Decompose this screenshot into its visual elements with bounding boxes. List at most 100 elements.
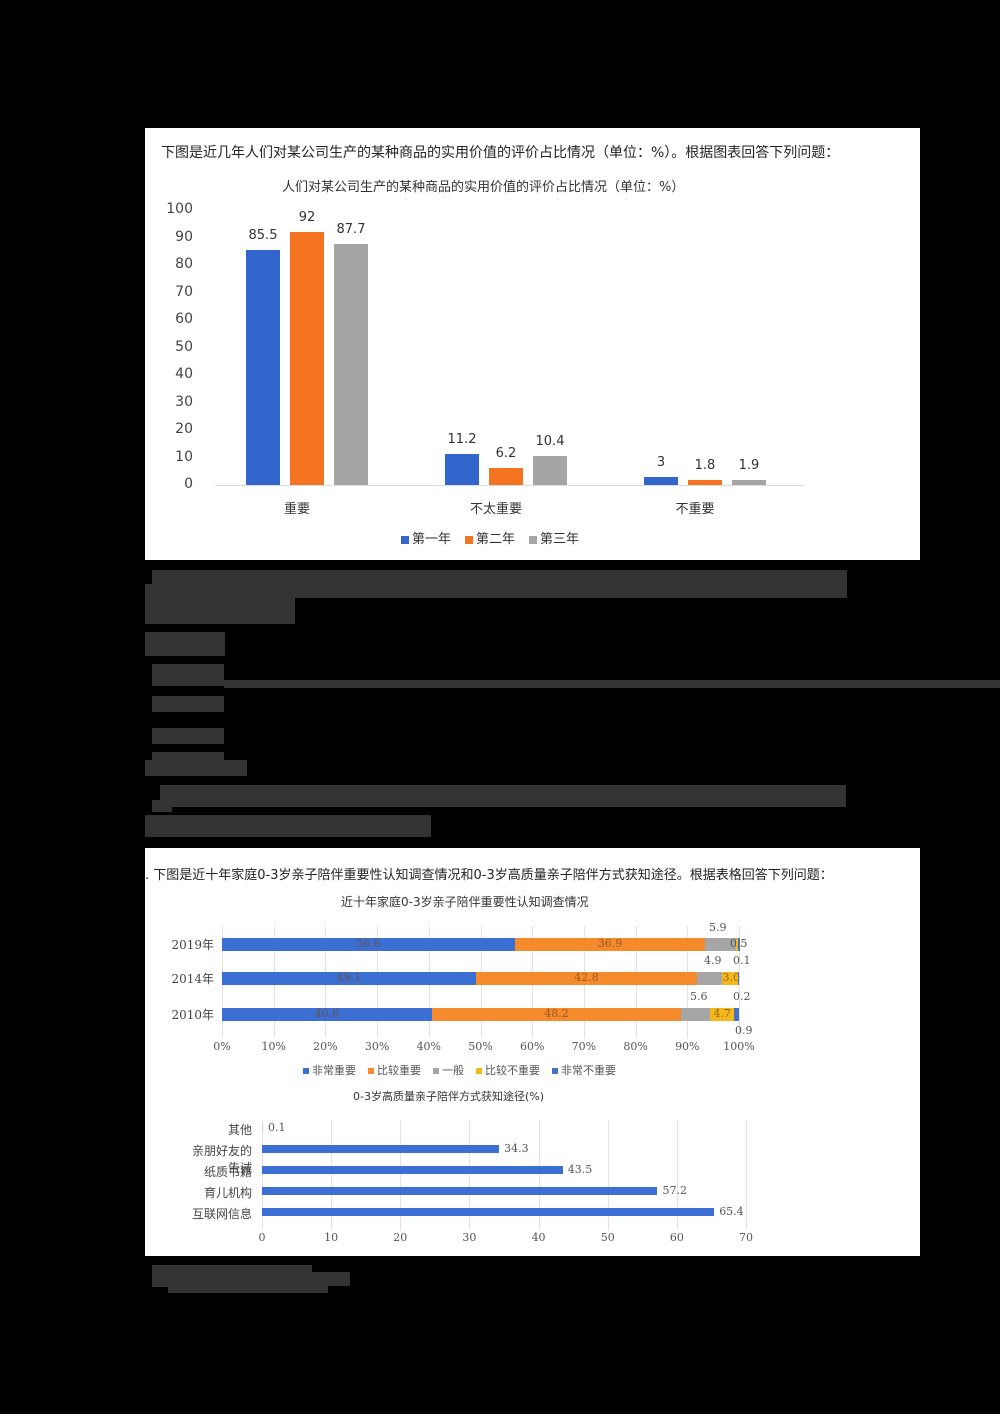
grid-line [538,1120,540,1230]
x-axis-line [215,485,805,486]
bar-value-label: 57.2 [662,1184,687,1197]
x-tick-label: 100% [723,1040,755,1053]
stacked-segment [431,1008,682,1021]
bar-value-label: 6.2 [495,445,517,461]
legend-item: 非常不重要 [552,1062,616,1078]
x-tick-label: 80% [623,1040,648,1053]
bar-3 [334,243,368,485]
y-category-label: 纸质书籍 [203,1165,252,1179]
bar-value-label: 1.8 [694,458,716,474]
bar-value-label: 3 [656,454,666,470]
bar-2 [489,467,523,485]
x-category-label: 不重要 [675,502,715,517]
x-category-label: 不太重要 [469,502,522,517]
legend-item-year2: 第二年 [465,528,515,547]
stacked-segment [737,972,740,985]
segment-value-label: 3.0 [722,971,740,984]
segment-value-label: 4.7 [713,1007,731,1020]
y-tick-label: 0 [184,476,193,492]
segment-value-label: 48.2 [544,1007,569,1020]
y-tick-label: 70 [175,283,193,300]
stacked-segment [222,1008,432,1021]
legend-item-year1: 第一年 [401,528,451,547]
y-tick-label: 10 [175,448,193,465]
x-tick-label: 60 [669,1231,684,1244]
bar-value-label: 34.3 [504,1142,529,1155]
bar-1 [644,476,678,485]
legend-item: 比较重要 [368,1062,421,1078]
bar-2 [290,232,324,485]
y-tick-label: 60 [175,311,193,327]
x-tick-label: 30 [462,1231,477,1244]
question1-prompt: 下图是近几年人们对某公司生产的某种商品的实用价值的评价占比情况（单位：%）。根据… [161,145,840,161]
chart1-legend: 第一年 第二年 第三年 [401,528,579,547]
stacked-chart-title: 近十年家庭0-3岁亲子陪伴重要性认知调查情况 [341,895,589,909]
legend-swatch [368,1068,374,1074]
bar-value-label: 92 [298,210,316,225]
x-tick-label: 40 [531,1231,546,1244]
x-tick-label: 30% [364,1040,390,1053]
bar-value-label: 11.2 [447,432,477,448]
stacked-segment [697,972,723,985]
stacked-segment [705,938,736,951]
channel-bar [262,1187,658,1195]
legend-swatch [433,1068,439,1074]
segment-value-label: 49.1 [336,971,362,984]
y-tick-label: 50 [175,338,193,355]
stacked-segment [222,972,476,985]
x-tick-label: 60% [519,1040,545,1053]
x-tick-label: 10 [324,1231,339,1244]
stacked-segment [681,1008,711,1021]
bar-3 [732,479,766,485]
label-2014-general: 4.9 [704,954,722,967]
legend-item-year3: 第三年 [529,528,579,547]
stacked-segment [722,972,738,985]
stacked-segment [475,972,698,985]
grid-line [746,1120,747,1230]
grid-line [262,1120,263,1230]
label-2019-very-unimportant: 0.1 [733,954,751,967]
x-tick-label: 0 [258,1231,266,1244]
legend-swatch [401,535,409,544]
stacked-segment [514,938,706,951]
bar-1 [445,454,479,485]
channel-chart-title: 0-3岁高质量亲子陪伴方式获知途径(%) [353,1090,545,1103]
channel-bar [262,1166,563,1174]
y-tick-label: 20 [175,421,193,437]
stacked-segment [734,1008,739,1021]
legend-item: 比较不重要 [476,1062,540,1078]
grid-line [469,1120,471,1230]
legend-swatch [552,1068,558,1074]
bar-3 [533,456,567,485]
x-tick-label: 50% [468,1040,493,1053]
grid-line [676,1120,678,1230]
x-tick-label: 20 [393,1231,408,1244]
x-tick-label: 10% [261,1040,286,1053]
stacked-segment [738,938,740,951]
x-tick-label: 70% [571,1040,597,1053]
segment-value-label: 56.6 [356,937,381,950]
x-tick-label: 20% [313,1040,338,1053]
bar-value-label: 87.7 [336,221,366,237]
segment-value-label: 40.6 [314,1007,340,1020]
chart1-title: 人们对某公司生产的某种商品的实用价值的评价占比情况（单位：%） [282,180,685,195]
label-2010-general: 5.6 [690,990,708,1003]
stacked-segment [710,1008,735,1021]
grid-line [607,1120,609,1230]
y-category-label: 其他 [227,1123,252,1137]
bar-value-label: 0.1 [268,1121,286,1134]
grid-line [739,926,740,1038]
y-category-label: 亲朋好友的告诫 [191,1144,252,1175]
bar-value-label: 65.4 [719,1205,744,1218]
legend-item: 非常重要 [303,1062,356,1078]
channel-bar [262,1208,715,1216]
stacked-segment [735,938,739,951]
x-tick-label: 0% [213,1040,231,1053]
grid-line [331,1120,333,1230]
y-category-label: 2019年 [171,938,214,952]
y-category-label: 育儿机构 [203,1186,252,1200]
label-2014-very-unimportant: 0.2 [733,990,751,1003]
answer-line [224,680,1000,688]
channel-bar [262,1124,263,1132]
bar-2 [688,480,722,485]
